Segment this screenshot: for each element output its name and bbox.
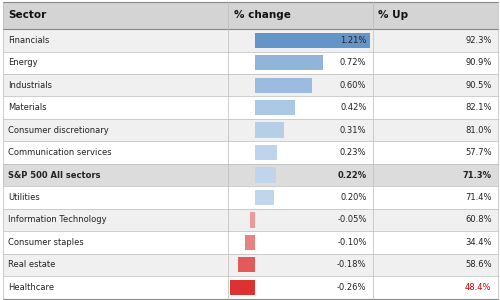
Text: 90.5%: 90.5% (465, 81, 491, 90)
FancyBboxPatch shape (2, 141, 498, 164)
Text: -0.05%: -0.05% (337, 215, 366, 224)
Text: 1.21%: 1.21% (340, 36, 366, 45)
Text: Communication services: Communication services (8, 148, 112, 157)
Text: Financials: Financials (8, 36, 50, 45)
Text: 0.42%: 0.42% (340, 103, 366, 112)
FancyBboxPatch shape (2, 119, 498, 141)
Text: Consumer discretionary: Consumer discretionary (8, 126, 109, 135)
FancyBboxPatch shape (230, 280, 255, 295)
Text: Healthcare: Healthcare (8, 283, 54, 292)
FancyBboxPatch shape (2, 52, 498, 74)
FancyBboxPatch shape (2, 74, 498, 96)
Text: 58.6%: 58.6% (465, 260, 491, 269)
Text: 0.72%: 0.72% (340, 58, 366, 67)
FancyBboxPatch shape (245, 235, 255, 250)
FancyBboxPatch shape (255, 190, 274, 205)
Text: 57.7%: 57.7% (465, 148, 491, 157)
FancyBboxPatch shape (255, 100, 295, 115)
FancyBboxPatch shape (2, 186, 498, 209)
Text: 71.3%: 71.3% (462, 170, 492, 179)
Text: 34.4%: 34.4% (465, 238, 491, 247)
Text: 90.9%: 90.9% (465, 58, 491, 67)
FancyBboxPatch shape (2, 276, 498, 298)
Text: 0.31%: 0.31% (340, 126, 366, 135)
Text: % change: % change (234, 10, 290, 20)
Text: 0.23%: 0.23% (340, 148, 366, 157)
Text: 71.4%: 71.4% (465, 193, 491, 202)
Text: -0.18%: -0.18% (337, 260, 366, 269)
Text: 0.20%: 0.20% (340, 193, 366, 202)
Text: -0.26%: -0.26% (337, 283, 366, 292)
Text: Consumer staples: Consumer staples (8, 238, 84, 247)
FancyBboxPatch shape (255, 78, 312, 93)
FancyBboxPatch shape (250, 212, 255, 228)
FancyBboxPatch shape (2, 29, 498, 52)
Text: Sector: Sector (8, 10, 47, 20)
Text: 92.3%: 92.3% (465, 36, 491, 45)
FancyBboxPatch shape (2, 209, 498, 231)
FancyBboxPatch shape (2, 2, 498, 29)
Text: 48.4%: 48.4% (465, 283, 491, 292)
FancyBboxPatch shape (255, 33, 370, 48)
FancyBboxPatch shape (2, 164, 498, 186)
FancyBboxPatch shape (255, 122, 284, 138)
Text: -0.10%: -0.10% (337, 238, 366, 247)
Text: 0.22%: 0.22% (338, 170, 366, 179)
Text: 81.0%: 81.0% (465, 126, 491, 135)
Text: Real estate: Real estate (8, 260, 56, 269)
FancyBboxPatch shape (255, 167, 276, 183)
Text: Information Technology: Information Technology (8, 215, 107, 224)
FancyBboxPatch shape (255, 145, 276, 160)
Text: % Up: % Up (378, 10, 408, 20)
FancyBboxPatch shape (2, 231, 498, 254)
FancyBboxPatch shape (2, 254, 498, 276)
Text: Utilities: Utilities (8, 193, 40, 202)
FancyBboxPatch shape (238, 257, 255, 272)
Text: 82.1%: 82.1% (465, 103, 491, 112)
Text: S&P 500 All sectors: S&P 500 All sectors (8, 170, 101, 179)
Text: Energy: Energy (8, 58, 38, 67)
Text: 0.60%: 0.60% (340, 81, 366, 90)
Text: 60.8%: 60.8% (465, 215, 491, 224)
Text: Materials: Materials (8, 103, 47, 112)
Text: Industrials: Industrials (8, 81, 52, 90)
FancyBboxPatch shape (2, 96, 498, 119)
FancyBboxPatch shape (255, 55, 324, 70)
